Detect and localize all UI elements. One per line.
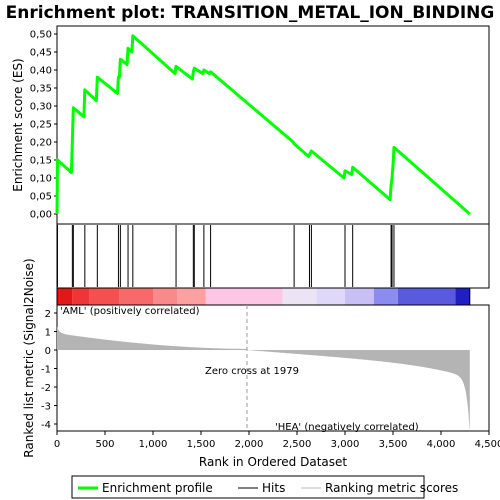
x-tick-label: 2,000 (235, 439, 264, 450)
es-y-axis-label: Enrichment score (ES) (11, 58, 25, 191)
x-tick-label: 3,000 (331, 439, 360, 450)
legend-hits-label: Hits (262, 481, 285, 495)
enrichment-profile (55, 34, 471, 216)
chart-title: Enrichment plot: TRANSITION_METAL_ION_BI… (6, 3, 495, 23)
es-tick-label: 0,05 (30, 192, 52, 203)
color-bar-segment (373, 288, 398, 305)
x-tick-label: 1,000 (139, 439, 168, 450)
color-bar-segment (177, 288, 206, 305)
x-tick-label: 4,500 (475, 439, 500, 450)
metric-tick-label: 0 (45, 346, 51, 357)
metric-tick-label: -3 (41, 402, 51, 413)
color-bar-segment (89, 288, 120, 305)
zero-cross-label: Zero cross at 1979 (205, 366, 299, 377)
color-bar-segment (345, 288, 374, 305)
es-tick-label: 0,45 (30, 48, 52, 59)
color-bar-segment (316, 288, 345, 305)
legend-enrichment-label: Enrichment profile (102, 481, 213, 495)
x-tick-label: 3,500 (379, 439, 408, 450)
es-tick-label: 0,00 (30, 210, 52, 221)
metric-tick-label: -2 (41, 383, 51, 394)
metric-tick-label: 1 (45, 328, 51, 339)
es-tick-label: 0,25 (30, 120, 52, 131)
hits-panel-frame (56, 223, 490, 289)
legend-metric-label: Ranking metric scores (325, 481, 458, 495)
x-tick-label: 500 (95, 439, 114, 450)
color-bar-segment (153, 288, 177, 305)
es-tick-label: 0,10 (30, 174, 52, 185)
negative-correlation-label: 'HEA' (negatively correlated) (275, 422, 419, 433)
es-y-ticks: 0,00 0,05 0,10 0,15 0,20 0,25 0,30 0,35 0,40 0,45… (30, 30, 57, 221)
color-bar-segment (455, 288, 470, 305)
hits (56, 225, 395, 287)
metric-y-ticks: 2 1 0 -1 -2 -3 -4 (41, 309, 57, 431)
color-bar-segment (282, 288, 317, 305)
color-bar-segment (59, 288, 73, 305)
x-tick-label: 4,000 (427, 439, 456, 450)
ranking-metric-scores (57, 305, 470, 434)
metric-tick-label: -4 (41, 420, 51, 431)
es-tick-label: 0,20 (30, 138, 52, 149)
color-bar-segment (72, 288, 90, 305)
x-tick-label: 1,500 (187, 439, 216, 450)
color-bar-segment (57, 288, 60, 305)
es-tick-label: 0,35 (30, 84, 52, 95)
positive-correlation-label: 'AML' (positively correlated) (60, 306, 200, 317)
metric-tick-label: 2 (45, 309, 51, 320)
color-bar-segment (205, 288, 283, 305)
metric-panel-frame (56, 304, 490, 432)
rank-color-bar (56, 287, 471, 306)
metric-y-axis-label: Ranked list metric (Signal2Noise) (22, 258, 36, 457)
x-axis-ticks: 0 500 1,000 1,500 2,000 2,500 3,000 3,500 4,000 4… (54, 431, 500, 450)
legend-frame (71, 475, 425, 499)
metric-area (57, 326, 470, 434)
x-tick-label: 0 (54, 439, 60, 450)
color-bar-segment (119, 288, 153, 305)
es-tick-label: 0,50 (30, 30, 52, 41)
es-tick-label: 0,30 (30, 102, 52, 113)
x-tick-label: 2,500 (283, 439, 312, 450)
color-bar-segment (397, 288, 456, 305)
x-axis-label: Rank in Ordered Dataset (199, 455, 347, 469)
es-tick-label: 0,15 (30, 156, 52, 167)
metric-tick-label: -1 (41, 365, 51, 376)
es-line (55, 34, 471, 216)
es-tick-label: 0,40 (30, 66, 52, 77)
